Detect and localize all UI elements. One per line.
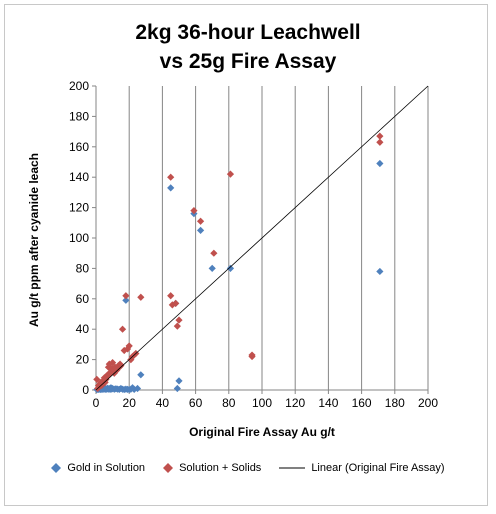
point-solution-solids-45: [175, 316, 183, 324]
point-solution-solids-41: [167, 173, 175, 181]
x-tick-label-200: 200: [418, 396, 438, 410]
legend-item-linear: Linear (Original Fire Assay): [279, 462, 445, 474]
point-solution-solids-33: [123, 345, 132, 353]
point-gold-in-solution-35: [122, 296, 130, 304]
point-gold-in-solution-33: [133, 384, 142, 393]
chart-title-line-2: vs 25g Fire Assay: [159, 50, 337, 73]
point-solution-solids-10: [101, 378, 109, 386]
y-tick-label-60: 60: [76, 292, 90, 306]
x-tick-label-160: 160: [352, 396, 372, 410]
point-solution-solids-40: [167, 292, 175, 300]
y-tick-label-120: 120: [69, 201, 89, 215]
chart-title-line-1: 2kg 36-hour Leachwell: [135, 21, 361, 44]
x-tick-label-60: 60: [189, 396, 203, 410]
legend-label-solution-solids: Solution + Solids: [179, 462, 262, 474]
chart-title: 2kg 36-hour Leachwell vs 25g Fire Assay: [0, 18, 496, 76]
point-solution-solids-15: [105, 360, 113, 368]
point-solution-solids-35: [127, 356, 135, 364]
y-tick-label-80: 80: [76, 261, 90, 275]
point-solution-solids-49: [226, 170, 235, 178]
point-solution-solids-47: [196, 217, 205, 225]
x-tick-label-120: 120: [285, 396, 305, 410]
point-gold-in-solution-41: [196, 226, 205, 234]
y-tick-label-20: 20: [76, 353, 90, 367]
red-diamond-icon: [163, 463, 174, 473]
point-solution-solids-48: [210, 249, 218, 257]
point-gold-in-solution-43: [226, 264, 235, 272]
legend-item-solution-solids: Solution + Solids: [163, 462, 261, 474]
point-gold-in-solution-39: [175, 377, 183, 385]
point-solution-solids-30: [118, 325, 127, 333]
trendline-line-icon: [279, 467, 306, 469]
x-tick-label-180: 180: [385, 396, 405, 410]
point-solution-solids-53: [376, 138, 384, 146]
y-tick-label-40: 40: [76, 322, 90, 336]
legend-label-linear: Linear (Original Fire Assay): [311, 462, 445, 474]
point-solution-solids-31: [120, 346, 128, 355]
x-tick-label-140: 140: [318, 396, 338, 410]
trendline: [95, 85, 429, 391]
point-solution-solids-51: [248, 351, 256, 359]
x-tick-label-0: 0: [93, 396, 100, 410]
x-tick-label-100: 100: [252, 396, 272, 410]
point-gold-in-solution-38: [173, 384, 181, 393]
legend-item-gold-in-solution: Gold in Solution: [51, 462, 145, 474]
y-tick-label-160: 160: [69, 140, 89, 154]
legend-label-gold-in-solution: Gold in Solution: [67, 462, 146, 474]
point-solution-solids-34: [125, 342, 133, 350]
point-solution-solids-43: [172, 299, 180, 307]
point-solution-solids-44: [173, 322, 181, 330]
point-solution-solids-52: [376, 132, 384, 140]
point-solution-solids-0: [93, 375, 101, 383]
point-solution-solids-39: [137, 293, 145, 301]
y-tick-label-180: 180: [69, 109, 89, 123]
x-tick-label-80: 80: [222, 396, 236, 410]
x-tick-label-20: 20: [123, 396, 137, 410]
point-gold-in-solution-36: [167, 184, 175, 192]
point-gold-in-solution-32: [130, 385, 138, 393]
chart-frame: [4, 4, 488, 506]
point-gold-in-solution-44: [376, 159, 384, 168]
x-tick-label-40: 40: [156, 396, 170, 410]
blue-diamond-icon: [51, 463, 62, 473]
y-tick-label-0: 0: [82, 383, 89, 397]
y-tick-label-200: 200: [69, 79, 89, 93]
y-tick-label-140: 140: [69, 170, 89, 184]
point-solution-solids-46: [190, 207, 198, 215]
x-axis-label: Original Fire Assay Au g/t: [189, 425, 335, 439]
y-tick-label-100: 100: [69, 231, 89, 245]
point-gold-in-solution-45: [376, 267, 384, 276]
point-solution-solids-29: [117, 362, 125, 370]
legend: Gold in Solution Solution + Solids Linea…: [0, 462, 496, 474]
point-gold-in-solution-42: [208, 264, 216, 272]
point-gold-in-solution-34: [137, 371, 145, 379]
point-solution-solids-32: [122, 292, 130, 300]
y-axis-label: Au g/t ppm after cyanide leach: [27, 152, 41, 328]
